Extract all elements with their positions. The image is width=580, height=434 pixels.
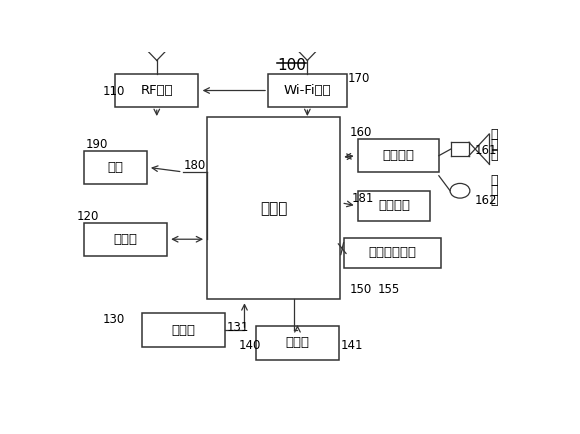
Bar <box>115 74 198 107</box>
Text: 160: 160 <box>350 126 372 139</box>
Bar <box>84 151 147 184</box>
Bar <box>208 117 340 299</box>
Text: 电源: 电源 <box>107 161 123 174</box>
Bar <box>256 326 339 359</box>
Text: 181: 181 <box>351 192 374 205</box>
Text: 180: 180 <box>184 158 206 171</box>
Text: 扬: 扬 <box>490 128 498 141</box>
Text: 170: 170 <box>347 72 370 85</box>
Text: 161: 161 <box>475 144 497 157</box>
Text: 140: 140 <box>239 339 261 352</box>
Bar <box>84 223 167 256</box>
Text: 120: 120 <box>77 210 99 223</box>
Bar <box>142 313 225 347</box>
Text: 100: 100 <box>277 58 306 73</box>
Text: 器: 器 <box>490 148 498 161</box>
Text: Wi-Fi模块: Wi-Fi模块 <box>284 84 331 97</box>
Text: 显示屏: 显示屏 <box>285 336 310 349</box>
Text: 触控屏: 触控屏 <box>172 324 196 337</box>
Text: 141: 141 <box>340 339 363 352</box>
Text: 克: 克 <box>490 184 498 197</box>
Text: 音频电路: 音频电路 <box>382 149 414 162</box>
Text: 风: 风 <box>490 194 498 207</box>
Text: 蓝牙模块: 蓝牙模块 <box>378 199 410 212</box>
Text: 处理器: 处理器 <box>260 201 287 216</box>
Bar <box>358 139 439 172</box>
Text: 声: 声 <box>490 138 498 151</box>
Text: 131: 131 <box>226 321 249 334</box>
Text: 130: 130 <box>103 313 125 326</box>
Bar <box>358 191 430 221</box>
Text: 190: 190 <box>86 138 108 151</box>
Bar <box>345 237 441 268</box>
Text: 155: 155 <box>377 283 400 296</box>
Text: RF电路: RF电路 <box>140 84 173 97</box>
Text: 存储器: 存储器 <box>113 233 137 246</box>
Text: 加速度传感器: 加速度传感器 <box>369 246 417 259</box>
Bar <box>268 74 347 107</box>
Text: 162: 162 <box>475 194 497 207</box>
Text: 麦: 麦 <box>490 174 498 187</box>
Text: 150: 150 <box>350 283 372 296</box>
Text: 110: 110 <box>103 85 125 98</box>
